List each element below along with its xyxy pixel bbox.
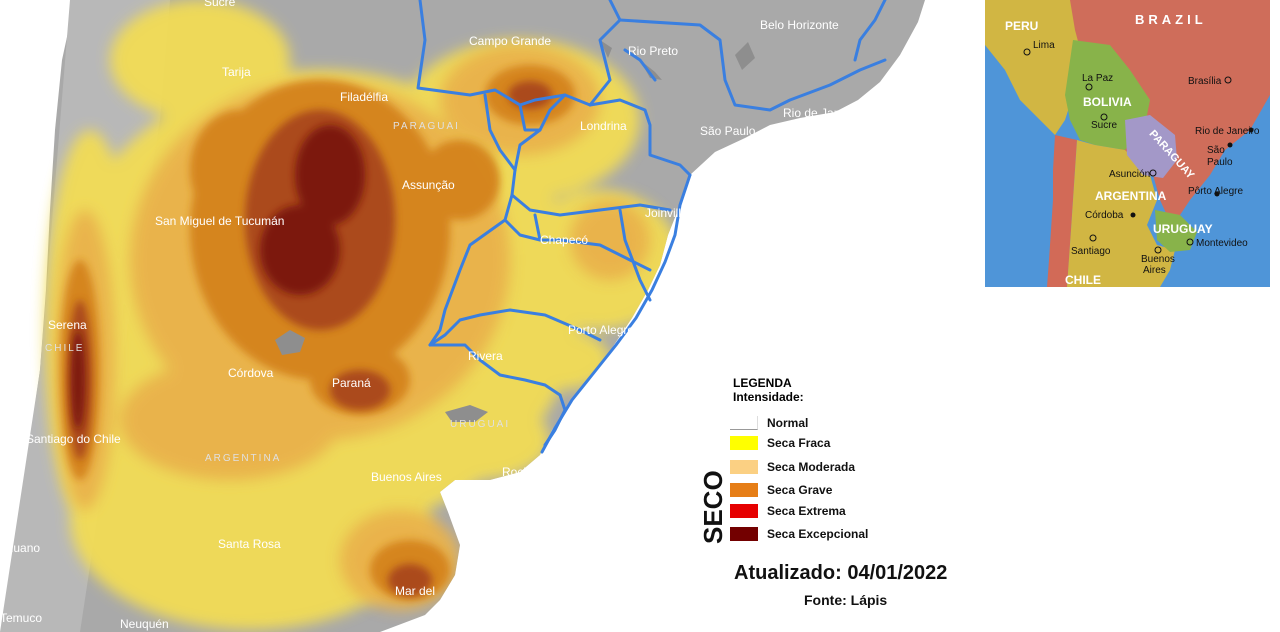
city-label: Filadélfia [340,90,388,104]
city-label: Córdova [228,366,274,380]
drought-map: Sucre Tarija Campo Grande Belo Horizonte… [0,0,925,632]
country-label-paraguay: PARAGUAI [393,121,460,132]
seco-side-label: SECO [698,470,728,544]
legend-label: Seca Fraca [767,436,831,450]
inset-label-brazil: BRAZIL [1135,12,1207,27]
city-label: Santa Rosa [218,537,281,551]
inset-paraguay [1125,115,1177,178]
inset-city: La Paz [1082,73,1113,84]
city-label: San Miguel de Tucumán [155,214,284,228]
legend-item-seca-moderada: Seca Moderada [730,459,855,475]
inset-city-markers [1023,48,1254,254]
city-label: Campo Grande [469,34,551,48]
inset-label-uruguay: URUGUAY [1153,222,1213,236]
inset-city: Córdoba [1085,210,1124,221]
city-label: Tarija [222,65,251,79]
country-label-argentina: ARGENTINA [205,453,281,464]
city-label: São Paulo [700,124,756,138]
city-label: Rio Preto [628,44,678,58]
legend: LEGENDA Intensidade: Normal Seca Fraca S… [698,372,1000,612]
city-label: Neuquén [120,617,169,631]
inset-city: Lima [1033,40,1055,51]
legend-label: Seca Grave [767,483,833,497]
inset-peru [985,0,1083,135]
city-label: Mar del [395,584,435,598]
inset-map: BRAZIL PERU BOLIVIA PARAGUAY ARGENTINA U… [985,0,1270,287]
inset-city: Buenos [1141,254,1175,265]
inset-city: Sucre [1091,120,1118,131]
inset-uruguay [1155,210,1197,252]
legend-label: Normal [767,416,809,430]
city-labels: Sucre Tarija Campo Grande Belo Horizonte… [0,0,861,631]
legend-swatch [730,460,758,474]
city-label: Paraná [332,376,371,390]
inset-city: Montevideo [1196,238,1248,249]
inset-city: São [1207,145,1225,156]
city-label: Rio de Janeiro [783,106,861,120]
inset-argentina [1067,140,1175,287]
legend-swatch [730,416,758,430]
city-label: Porto Alegre [568,323,634,337]
city-label: Serena [48,318,87,332]
legend-item-seca-fraca: Seca Fraca [730,435,830,451]
source-credit: Fonte: Lápis [804,592,888,608]
city-label: Chapecó [540,233,588,247]
legend-swatch [730,436,758,450]
inset-city: Brasília [1188,76,1222,87]
seca-excepcional-layer [71,125,365,430]
inset-city: Paulo [1207,157,1233,168]
country-label-uruguay: URUGUAI [450,419,510,430]
legend-item-seca-excepcional: Seca Excepcional [730,526,868,542]
legend-item-seca-extrema: Seca Extrema [730,503,846,519]
city-label: Sucre [204,0,236,9]
city-label: ahuano [0,541,40,555]
inset-label-argentina: ARGENTINA [1095,189,1167,203]
city-label: Rivera [468,349,503,363]
inset-city: Asunción [1109,169,1150,180]
legend-title: LEGENDA [733,376,792,390]
inset-city: Santiago [1071,246,1111,257]
svg-text:SECO: SECO [698,470,728,544]
legend-swatch [730,527,758,541]
inset-label-peru: PERU [1005,19,1038,33]
inset-city: Pôrto Alegre [1188,186,1243,197]
city-label: Buenos Aires [371,470,442,484]
city-label: Santiago do Chile [26,432,121,446]
city-label: Londrina [580,119,627,133]
legend-item-seca-grave: Seca Grave [730,482,832,498]
country-labels: PARAGUAI CHILE ARGENTINA URUGUAI [45,121,510,464]
country-label-chile: CHILE [45,343,84,354]
inset-chile [1047,135,1077,287]
city-label: Temuco [0,611,42,625]
legend-label: Seca Extrema [767,504,846,518]
legend-label: Seca Excepcional [767,527,869,541]
legend-label: Seca Moderada [767,460,856,474]
city-label: Assunção [402,178,455,192]
city-label: Joinville [645,206,688,220]
city-label: Belo Horizonte [760,18,839,32]
border-lines [416,0,887,454]
inset-label-bolivia: BOLIVIA [1083,95,1132,109]
legend-swatch [730,504,758,518]
inset-city: Aires [1143,265,1166,276]
legend-swatch [730,483,758,497]
inset-label-chile: CHILE [1065,273,1101,287]
legend-item-normal: Normal [730,415,808,431]
legend-subtitle: Intensidade: [733,390,804,404]
city-label: Rocha [502,465,537,479]
updated-date: Atualizado: 04/01/2022 [734,562,948,584]
inset-city: Rio de Janeiro [1195,126,1260,137]
